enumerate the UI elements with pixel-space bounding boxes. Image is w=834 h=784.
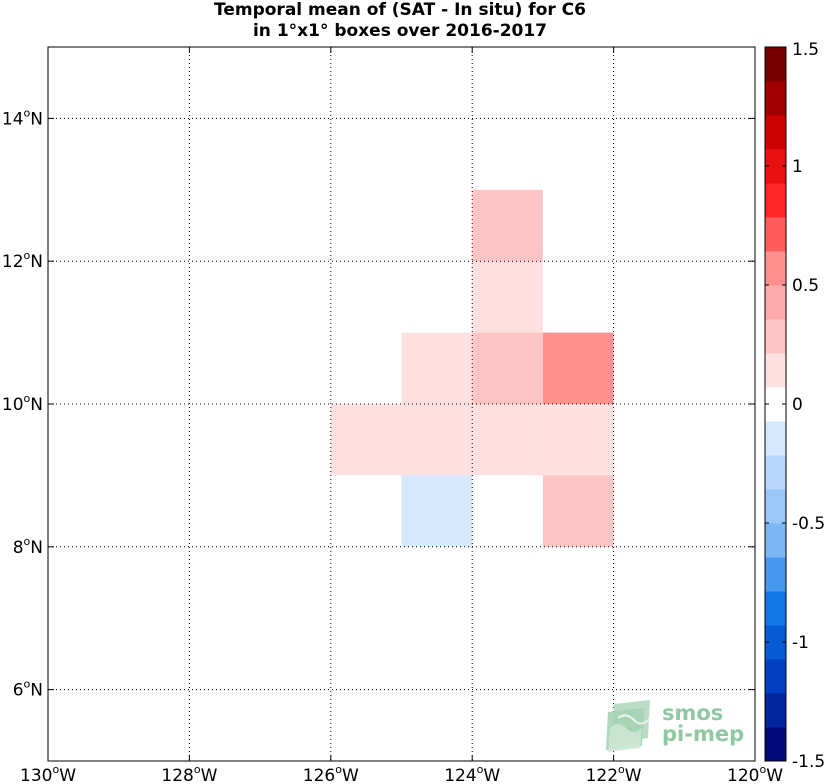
colorbar-tick-label: -0.5 xyxy=(792,514,825,534)
heatmap-cell xyxy=(542,475,614,547)
colorbar-segment xyxy=(765,591,786,626)
y-tick-label: 8oN xyxy=(13,535,43,558)
colorbar-segment xyxy=(765,557,786,592)
y-tick-label: 12oN xyxy=(2,249,43,272)
y-axis: 6oN 8oN 10oN 12oN 14oN xyxy=(2,106,755,701)
heatmap-cell xyxy=(542,404,614,476)
x-tick-label: 124oW xyxy=(444,763,500,784)
heatmap-cells xyxy=(330,189,614,547)
colorbar-segment xyxy=(765,625,786,660)
x-tick-label: 126oW xyxy=(303,763,359,784)
colorbar-segment xyxy=(765,489,786,524)
colorbar-tick-label: 0.5 xyxy=(792,276,819,296)
colorbar-segment xyxy=(765,523,786,558)
colorbar-tick-label: -1.5 xyxy=(792,752,825,772)
x-tick-label: 120oW xyxy=(727,763,783,784)
colorbar-segment xyxy=(765,81,786,116)
y-tick-label: 6oN xyxy=(13,678,43,701)
logo-text-pi-mep: pi-mep xyxy=(662,722,745,746)
heatmap-cell xyxy=(330,404,402,476)
colorbar-segment xyxy=(765,47,786,82)
x-tick-label: 122oW xyxy=(586,763,642,784)
heatmap-cell xyxy=(472,404,543,476)
heatmap-cell xyxy=(472,189,543,262)
chart-title-line-2: in 1°x1° boxes over 2016-2017 xyxy=(252,21,548,41)
logo-text-smos: smos xyxy=(662,701,724,725)
colorbar-segment xyxy=(765,387,786,422)
colorbar-tick-label: 1.5 xyxy=(792,40,819,60)
colorbar-segment xyxy=(765,183,786,218)
y-tick-label: 14oN xyxy=(2,106,43,129)
colorbar-segment xyxy=(765,693,786,728)
heatmap-cell xyxy=(401,475,473,547)
colorbar-segment xyxy=(765,727,786,762)
smos-pi-mep-logo: smos pi-mep xyxy=(604,698,754,754)
colorbar-tick-label: 1 xyxy=(792,157,803,177)
heatmap-cell xyxy=(401,332,473,404)
colorbar-segment xyxy=(765,149,786,184)
heatmap-cell xyxy=(472,332,543,404)
colorbar-tick-label: 0 xyxy=(792,395,803,415)
colorbar-segment xyxy=(765,659,786,694)
colorbar-segment xyxy=(765,319,786,354)
colorbar-segment xyxy=(765,455,786,490)
chart-title-line-1: Temporal mean of (SAT - In situ) for C6 xyxy=(214,0,586,20)
chart-title: Temporal mean of (SAT - In situ) for C6 … xyxy=(0,0,800,42)
x-tick-label: 130oW xyxy=(20,763,76,784)
x-axis: 130oW 128oW 126oW 124oW 122oW 120oW xyxy=(20,47,783,784)
colorbar-segment xyxy=(765,285,786,320)
heatmap-cell xyxy=(401,404,473,476)
x-tick-label: 128oW xyxy=(161,763,217,784)
colorbar-segment xyxy=(765,217,786,252)
y-tick-label: 10oN xyxy=(2,392,43,415)
heatmap-cell xyxy=(542,332,614,404)
colorbar-segment xyxy=(765,251,786,286)
colorbar-tick-label: -1 xyxy=(792,633,809,653)
colorbar-segment xyxy=(765,115,786,150)
wave-logo-icon xyxy=(606,700,651,752)
colorbar-segment xyxy=(765,353,786,388)
colorbar-segment xyxy=(765,421,786,456)
heatmap-cell xyxy=(472,261,543,333)
grid-lines xyxy=(48,47,755,761)
colorbar: 1.5 1 0.5 0 -0.5 -1 -1.5 xyxy=(764,40,825,772)
